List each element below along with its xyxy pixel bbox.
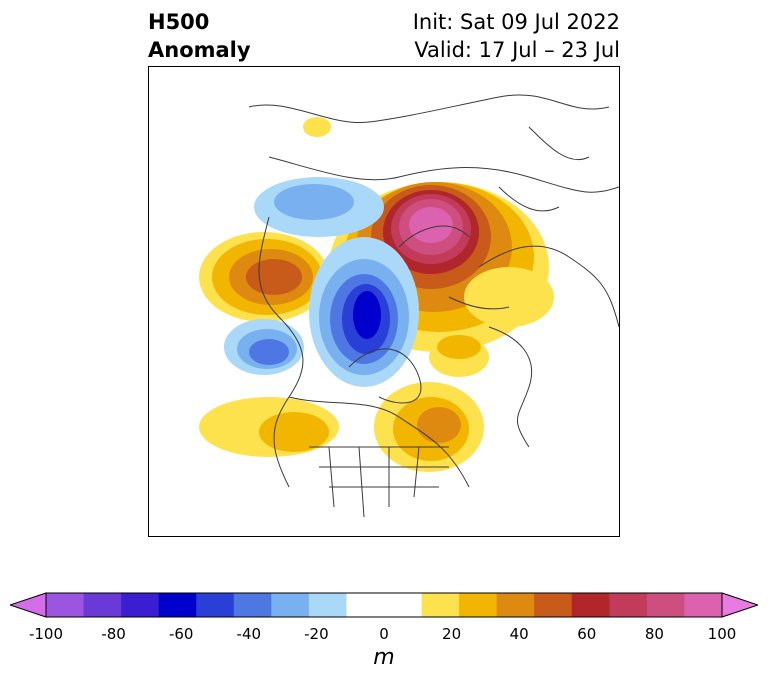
colorbar-cell (196, 593, 235, 617)
colorbar-tick-label: 0 (379, 625, 389, 643)
colorbar-cell (233, 593, 272, 617)
title-line-1: H500 (148, 10, 210, 34)
title-block: H500 Anomaly (148, 8, 251, 64)
colorbar-cell (646, 593, 685, 617)
colorbar-tick-label: 100 (707, 625, 737, 643)
map-borders (248, 94, 619, 518)
colorbar-cell (421, 593, 460, 617)
colorbar-cell (346, 593, 385, 617)
colorbar-tick-label: 40 (509, 625, 529, 643)
colorbar-cell (496, 593, 535, 617)
colorbar-tick-label: 20 (442, 625, 462, 643)
colorbar-cell (384, 593, 423, 617)
map-canvas (199, 94, 619, 518)
init-date: Init: Sat 09 Jul 2022 (412, 10, 620, 34)
anomaly-map (148, 66, 620, 537)
anomaly-fills (199, 117, 554, 472)
colorbar-tick-label: -100 (28, 625, 64, 643)
colorbar-cell (121, 593, 160, 617)
colorbar-cell (459, 593, 498, 617)
colorbar-cell (83, 593, 122, 617)
colorbar-tick-label: -20 (304, 625, 329, 643)
colorbar-unit: m (373, 645, 395, 670)
colorbar-cell (609, 593, 648, 617)
colorbar-tick-label: -60 (168, 625, 194, 643)
colorbar-cell (158, 593, 197, 617)
colorbar-cell (46, 593, 85, 617)
colorbar-cells (46, 593, 723, 617)
colorbar-cell (308, 593, 347, 617)
colorbar-tick-label: -80 (101, 625, 126, 643)
valid-range: Valid: 17 Jul – 23 Jul (414, 38, 620, 62)
date-block: Init: Sat 09 Jul 2022 Valid: 17 Jul – 23… (413, 8, 620, 64)
colorbar-right-arrow (721, 592, 758, 618)
colorbar-cell (571, 593, 610, 617)
colorbar-cell (271, 593, 310, 617)
colorbar-left-arrow (10, 592, 47, 618)
title-line-2: Anomaly (148, 38, 251, 62)
colorbar-cell (684, 593, 723, 617)
colorbar-cell (534, 593, 573, 617)
colorbar-frame (45, 592, 723, 618)
colorbar-tick-label: -40 (236, 625, 262, 643)
colorbar-tick-label: 80 (644, 625, 664, 643)
colorbar (10, 592, 758, 618)
colorbar-tick-label: 60 (577, 625, 597, 643)
